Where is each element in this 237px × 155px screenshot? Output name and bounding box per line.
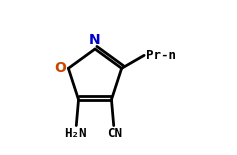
Text: O: O bbox=[55, 61, 66, 75]
Text: CN: CN bbox=[107, 126, 122, 140]
Text: H₂N: H₂N bbox=[64, 126, 87, 140]
Text: Pr-n: Pr-n bbox=[146, 49, 176, 62]
Text: N: N bbox=[89, 33, 101, 47]
